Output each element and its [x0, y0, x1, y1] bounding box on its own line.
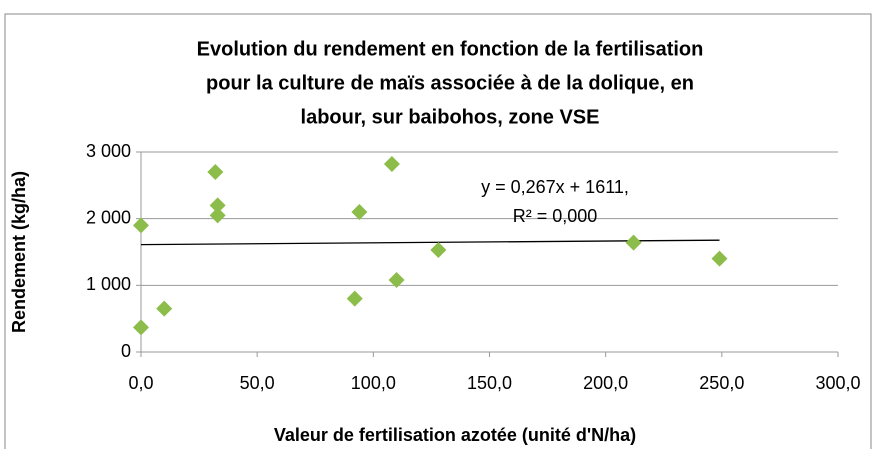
y-axis-label: Rendement (kg/ha) — [9, 171, 29, 333]
annotation: y = 0,267x + 1611, — [481, 177, 629, 197]
chart-title: Evolution du rendement en fonction de la… — [197, 38, 704, 60]
point — [156, 300, 173, 317]
point — [133, 217, 149, 234]
x-tick-label: 250,0 — [699, 373, 744, 393]
y-tick-label: 2 000 — [86, 207, 131, 227]
x-axis-label: Valeur de fertilisation azotée (unité d'… — [274, 425, 636, 445]
x-tick-label: 200,0 — [583, 373, 628, 393]
point — [430, 242, 447, 258]
point — [388, 272, 405, 288]
point — [351, 204, 368, 220]
point — [209, 207, 226, 224]
point — [383, 156, 400, 172]
point — [209, 197, 226, 214]
point — [133, 319, 149, 336]
y-tick-label: 1 000 — [86, 274, 131, 294]
point — [711, 250, 728, 267]
chart-frame — [4, 13, 872, 449]
point — [346, 290, 363, 307]
x-tick-label: 100,0 — [351, 373, 396, 393]
point — [625, 234, 642, 251]
chart-title: pour la culture de maïs associée à de la… — [206, 72, 694, 94]
y-tick-label: 0 — [121, 341, 131, 361]
chart-title: labour, sur baibohos, zone VSE — [301, 106, 600, 128]
point — [207, 164, 224, 180]
annotation: R² = 0,000 — [513, 206, 598, 226]
x-tick-label: 0,0 — [128, 373, 153, 393]
x-tick-label: 50,0 — [240, 373, 275, 393]
trendline — [140, 239, 720, 246]
y-tick-label: 3 000 — [86, 141, 131, 161]
x-tick-label: 300,0 — [815, 373, 860, 393]
x-tick-label: 150,0 — [467, 373, 512, 393]
